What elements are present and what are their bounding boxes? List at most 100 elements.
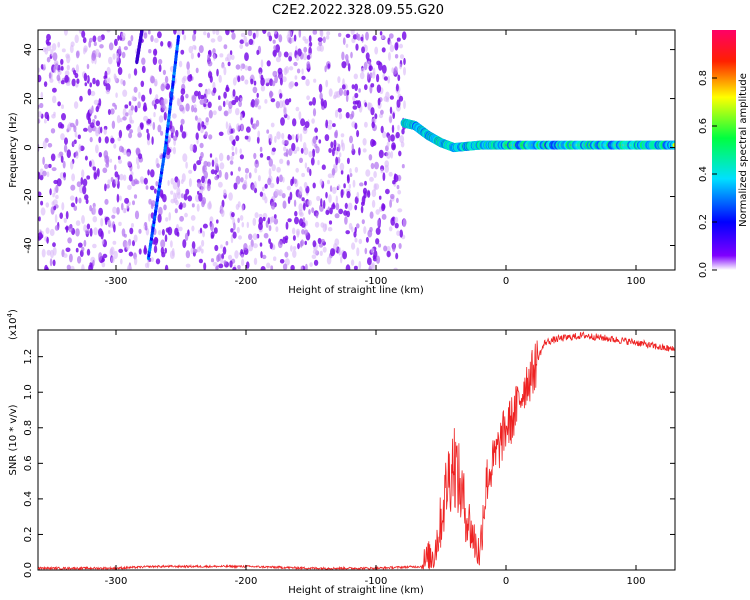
noise-cell [227,254,233,260]
noise-cell [209,75,213,83]
noise-cell [107,109,111,115]
noise-cell [38,74,42,83]
noise-cell [305,220,308,227]
noise-cell [92,166,97,171]
noise-cell [107,219,112,226]
noise-cell [307,199,312,207]
noise-cell [120,78,124,85]
noise-cell [369,211,374,219]
noise-cell [239,148,242,154]
noise-cell [312,240,317,248]
y-tick-label: 40 [23,43,34,56]
noise-cell [66,64,70,71]
noise-cell [382,172,386,182]
signal-cell [672,142,675,148]
noise-cell [312,136,317,145]
noise-cell [376,60,381,66]
noise-cell [38,111,42,118]
noise-cell [125,112,129,117]
noise-cell [66,124,71,131]
noise-cell [131,223,134,228]
noise-cell [203,97,207,105]
noise-cell [345,43,349,48]
noise-cell [75,118,79,127]
noise-cell [387,75,391,84]
noise-cell [114,104,117,110]
noise-cell [188,45,194,54]
noise-cell [195,132,199,140]
noise-cell [396,197,399,204]
noise-cell [218,74,222,83]
noise-cell [153,112,156,118]
noise-cell [338,112,343,120]
noise-cell [160,130,164,136]
noise-cell [150,169,155,178]
colorbar-ticks: 0.0 0.2 0.4 0.6 0.8 [698,70,717,278]
noise-cell [191,104,195,113]
noise-cell [337,184,341,190]
y-tick-label: 0.4 [23,491,34,507]
noise-cell [191,95,197,104]
noise-cell [209,153,213,158]
noise-cell [89,160,92,167]
noise-cell [365,31,369,41]
noise-cell [328,88,333,97]
noise-cell [110,108,115,115]
noise-cell [157,124,162,133]
noise-cell [278,51,282,58]
noise-cell [167,134,172,139]
noise-cell [243,35,248,44]
noise-cell [309,262,313,267]
noise-cell [252,123,257,130]
noise-cell [399,63,402,70]
noise-cell [320,98,324,107]
noise-cell [197,52,201,58]
noise-cell [250,99,256,108]
noise-cell [38,117,41,124]
noise-cell [335,195,338,204]
noise-cell [198,83,203,88]
noise-cell [84,82,88,87]
noise-cell [323,99,327,109]
noise-cell [354,122,358,130]
noise-cell [271,80,276,87]
colorbar-tick-label: 0.8 [698,70,709,86]
noise-cell [294,210,298,217]
noise-cell [332,202,335,208]
noise-cell [146,132,150,141]
noise-cell [75,50,80,59]
noise-cell [375,255,381,264]
noise-cell [301,221,306,228]
noise-cell [401,31,407,41]
x-tick-label: 100 [626,576,645,587]
noise-cell [383,76,388,81]
noise-cell [345,54,349,61]
noise-cell [40,91,44,100]
noise-cell [300,118,306,127]
noise-cell [42,47,47,52]
noise-cell [73,125,77,133]
noise-cell [351,84,355,90]
noise-cell [179,104,185,112]
noise-cell [137,101,141,109]
noise-cell [51,167,57,172]
noise-cell [345,112,350,119]
noise-cell [219,53,224,58]
noise-cell [402,218,407,228]
noise-cell [152,56,158,65]
noise-cell [94,127,100,134]
noise-cell [90,90,96,97]
noise-cell [66,264,71,270]
noise-cell [110,177,114,182]
noise-cell [138,248,142,255]
noise-cell [223,110,229,117]
noise-cell [295,167,300,173]
noise-cell [96,168,100,177]
noise-cell [181,193,184,199]
noise-cell [45,227,50,234]
y-tick-label: 1.2 [23,349,34,365]
noise-cell [302,36,307,41]
noise-cell [214,169,217,175]
noise-cell [342,251,347,260]
noise-cell [63,253,68,258]
